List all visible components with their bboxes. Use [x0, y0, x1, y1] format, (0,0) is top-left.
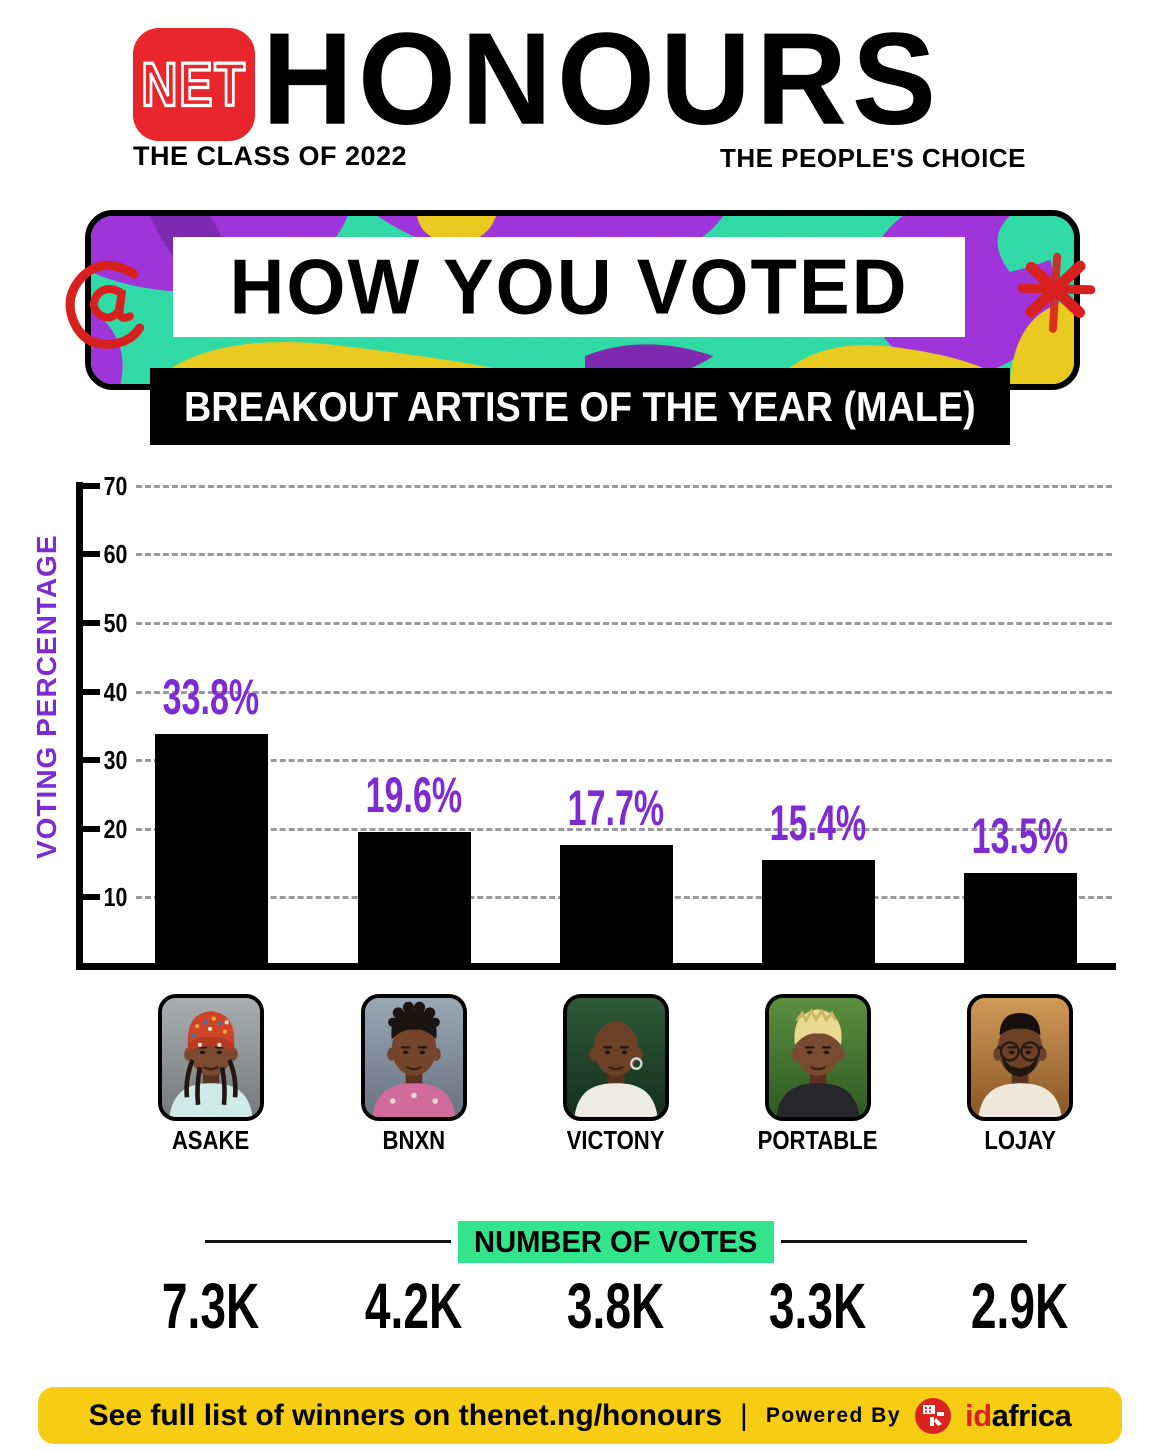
- gridline-50: [136, 622, 1112, 625]
- bar-asake: [154, 734, 268, 966]
- gridline-20: [136, 827, 1112, 831]
- idafrica-logo: [915, 1397, 952, 1434]
- idafrica-id: id: [965, 1397, 992, 1433]
- artist-photo-portable: [765, 994, 871, 1121]
- y-tick-10: [83, 894, 100, 901]
- artist-name-lojay: LOJAY: [984, 1125, 1056, 1155]
- bar-portable: [761, 860, 875, 966]
- net-logo: NET: [133, 28, 255, 141]
- y-tick-label-60: 60: [103, 539, 128, 570]
- subtitle-peoples-choice: THE PEOPLE'S CHOICE: [719, 143, 1026, 173]
- y-tick-30: [83, 757, 100, 764]
- gridline-60: [136, 553, 1112, 557]
- votes-section-title: NUMBER OF VOTES: [474, 1224, 758, 1259]
- y-tick-label-20: 20: [103, 813, 128, 844]
- gridline-70: [136, 484, 1112, 488]
- artist-name-victony: VICTONY: [567, 1125, 665, 1155]
- y-tick-60: [83, 551, 100, 558]
- votes-rule-left: [205, 1240, 451, 1243]
- bar-bnxn: [357, 831, 471, 966]
- y-tick-50: [83, 620, 100, 626]
- category-title: BREAKOUT ARTISTE OF THE YEAR (MALE): [184, 382, 976, 430]
- artist-name-bnxn: BNXN: [382, 1125, 446, 1155]
- vote-count-portable: 3.3K: [769, 1270, 867, 1342]
- hash-doodle-icon: [1017, 252, 1096, 333]
- vote-count-bnxn: 4.2K: [365, 1270, 463, 1342]
- y-tick-label-40: 40: [103, 676, 128, 707]
- y-tick-label-70: 70: [103, 470, 128, 501]
- powered-by-label: Powered By: [765, 1403, 902, 1427]
- page-title: HONOURS: [262, 5, 942, 152]
- artist-photo-bnxn: [361, 994, 467, 1121]
- x-axis-line: [76, 963, 1116, 970]
- footer-link-text[interactable]: See full list of winners on thenet.ng/ho…: [88, 1398, 723, 1432]
- value-label-portable: 15.4%: [769, 795, 867, 852]
- y-axis-title: VOTING PERCENTAGE: [31, 534, 62, 859]
- y-tick-20: [83, 825, 100, 832]
- votes-section-header: NUMBER OF VOTES: [458, 1221, 774, 1263]
- y-tick-label-10: 10: [103, 882, 128, 913]
- y-tick-label-30: 30: [103, 745, 128, 776]
- vote-count-lojay: 2.9K: [971, 1270, 1069, 1342]
- footer-separator: |: [740, 1398, 748, 1432]
- artist-photo-victony: [563, 994, 669, 1121]
- bar-lojay: [963, 873, 1077, 966]
- vote-title-box: HOW YOU VOTED: [173, 237, 965, 337]
- y-tick-70: [83, 482, 100, 489]
- bar-victony: [559, 844, 673, 966]
- subtitle-class-of-2022: THE CLASS OF 2022: [133, 141, 408, 171]
- y-axis-line: [76, 482, 83, 970]
- artist-photo-lojay: [967, 994, 1073, 1121]
- vote-count-asake: 7.3K: [162, 1270, 260, 1342]
- at-doodle-icon: [65, 260, 145, 349]
- y-tick-40: [83, 688, 100, 695]
- idafrica-wordmark: idafrica: [965, 1397, 1072, 1434]
- votes-rule-right: [781, 1240, 1027, 1243]
- artist-name-portable: PORTABLE: [758, 1125, 878, 1155]
- value-label-lojay: 13.5%: [971, 808, 1069, 865]
- artist-photo-asake: [158, 994, 264, 1121]
- gridline-30: [136, 759, 1112, 763]
- value-label-victony: 17.7%: [567, 779, 665, 836]
- vote-count-victony: 3.8K: [567, 1270, 665, 1342]
- gridline-40: [136, 690, 1112, 694]
- value-label-asake: 33.8%: [162, 669, 260, 726]
- idafrica-africa: africa: [991, 1397, 1072, 1433]
- artist-name-asake: ASAKE: [172, 1125, 250, 1155]
- y-tick-label-50: 50: [103, 608, 128, 638]
- vote-title: HOW YOU VOTED: [229, 243, 909, 331]
- category-bar: BREAKOUT ARTISTE OF THE YEAR (MALE): [150, 368, 1010, 445]
- footer-bar: See full list of winners on thenet.ng/ho…: [38, 1387, 1122, 1444]
- net-logo-text: NET: [140, 48, 247, 120]
- value-label-bnxn: 19.6%: [365, 766, 463, 823]
